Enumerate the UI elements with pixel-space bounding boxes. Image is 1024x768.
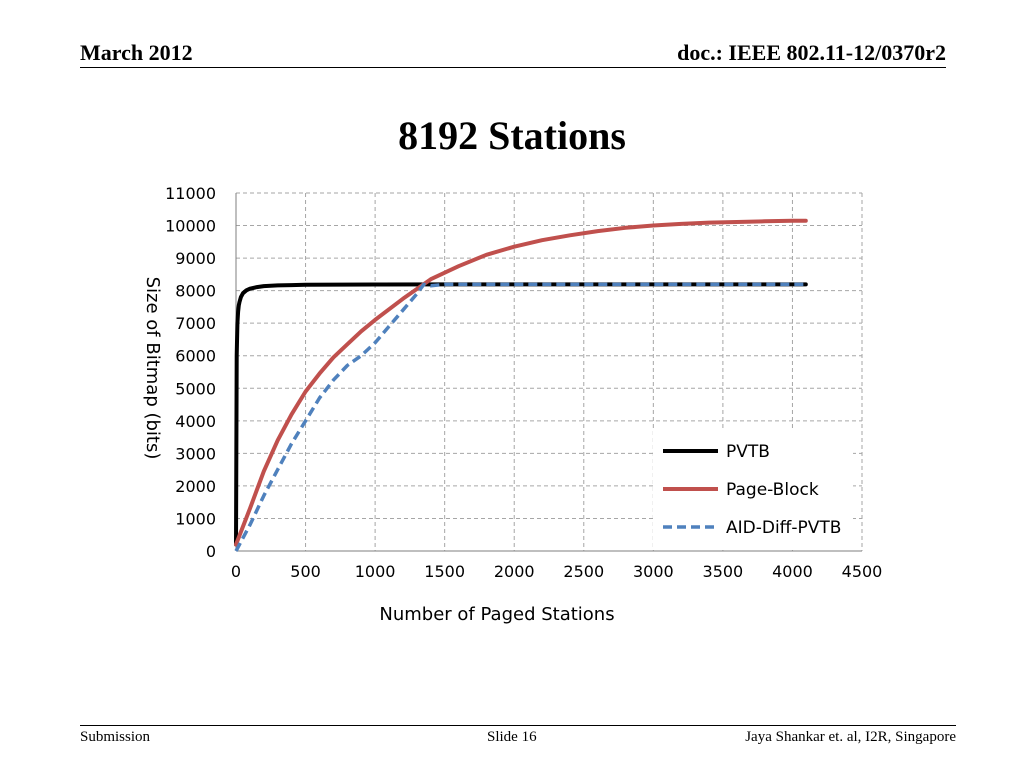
legend-label: PVTB: [726, 442, 770, 462]
x-tick-label: 2000: [494, 562, 535, 581]
y-tick-label: 1000: [175, 509, 216, 528]
footer-submission: Submission: [80, 729, 151, 745]
y-tick-label: 6000: [175, 347, 216, 366]
footer-divider: [80, 725, 956, 726]
x-tick-label: 0: [231, 562, 241, 581]
line-chart: 0 500 1000 1500 2000 2500 3000 3500 4000 4500 0 100…: [142, 184, 882, 625]
legend-label: AID-Diff-PVTB: [726, 518, 841, 538]
y-tick-label: 2000: [175, 477, 216, 496]
x-tick-label: 4500: [842, 562, 883, 581]
y-tick-label: 4000: [175, 412, 216, 431]
footer-slide-number: Slide 16: [487, 729, 537, 745]
x-tick-label: 4000: [772, 562, 813, 581]
x-tick-label: 1500: [424, 562, 465, 581]
x-tick-label: 500: [290, 562, 321, 581]
header-divider: [80, 67, 946, 68]
y-tick-label: 0: [206, 542, 216, 561]
y-tick-label: 10000: [165, 217, 216, 236]
y-tick-label: 7000: [175, 314, 216, 333]
legend-label: Page-Block: [726, 480, 819, 500]
header-date: March 2012: [80, 40, 193, 65]
x-axis-label: Number of Paged Stations: [379, 604, 614, 625]
y-tick-label: 3000: [175, 444, 216, 463]
series-line-page-block: [234, 218, 808, 547]
x-tick-label: 3500: [703, 562, 744, 581]
x-tick-label: 2500: [563, 562, 604, 581]
legend: PVTB Page-Block AID-Diff-PVTB: [653, 430, 853, 547]
y-tick-label: 5000: [175, 379, 216, 398]
axis-layer: 0 500 1000 1500 2000 2500 3000 3500 4000 4500 0 100…: [165, 184, 882, 581]
y-tick-label: 8000: [175, 282, 216, 301]
y-tick-label: 9000: [175, 249, 216, 268]
x-tick-label: 3000: [633, 562, 674, 581]
x-tick-label: 1000: [355, 562, 396, 581]
series-layer: [234, 218, 808, 552]
footer-authors: Jaya Shankar et. al, I2R, Singapore: [745, 729, 956, 745]
y-axis-label: Size of Bitmap (bits): [142, 277, 163, 460]
slide-title: 8192 Stations: [398, 113, 626, 158]
y-tick-label: 11000: [165, 184, 216, 203]
header-doc-id: doc.: IEEE 802.11-12/0370r2: [677, 40, 946, 65]
series-line-aid-diff-pvtb: [234, 282, 806, 552]
